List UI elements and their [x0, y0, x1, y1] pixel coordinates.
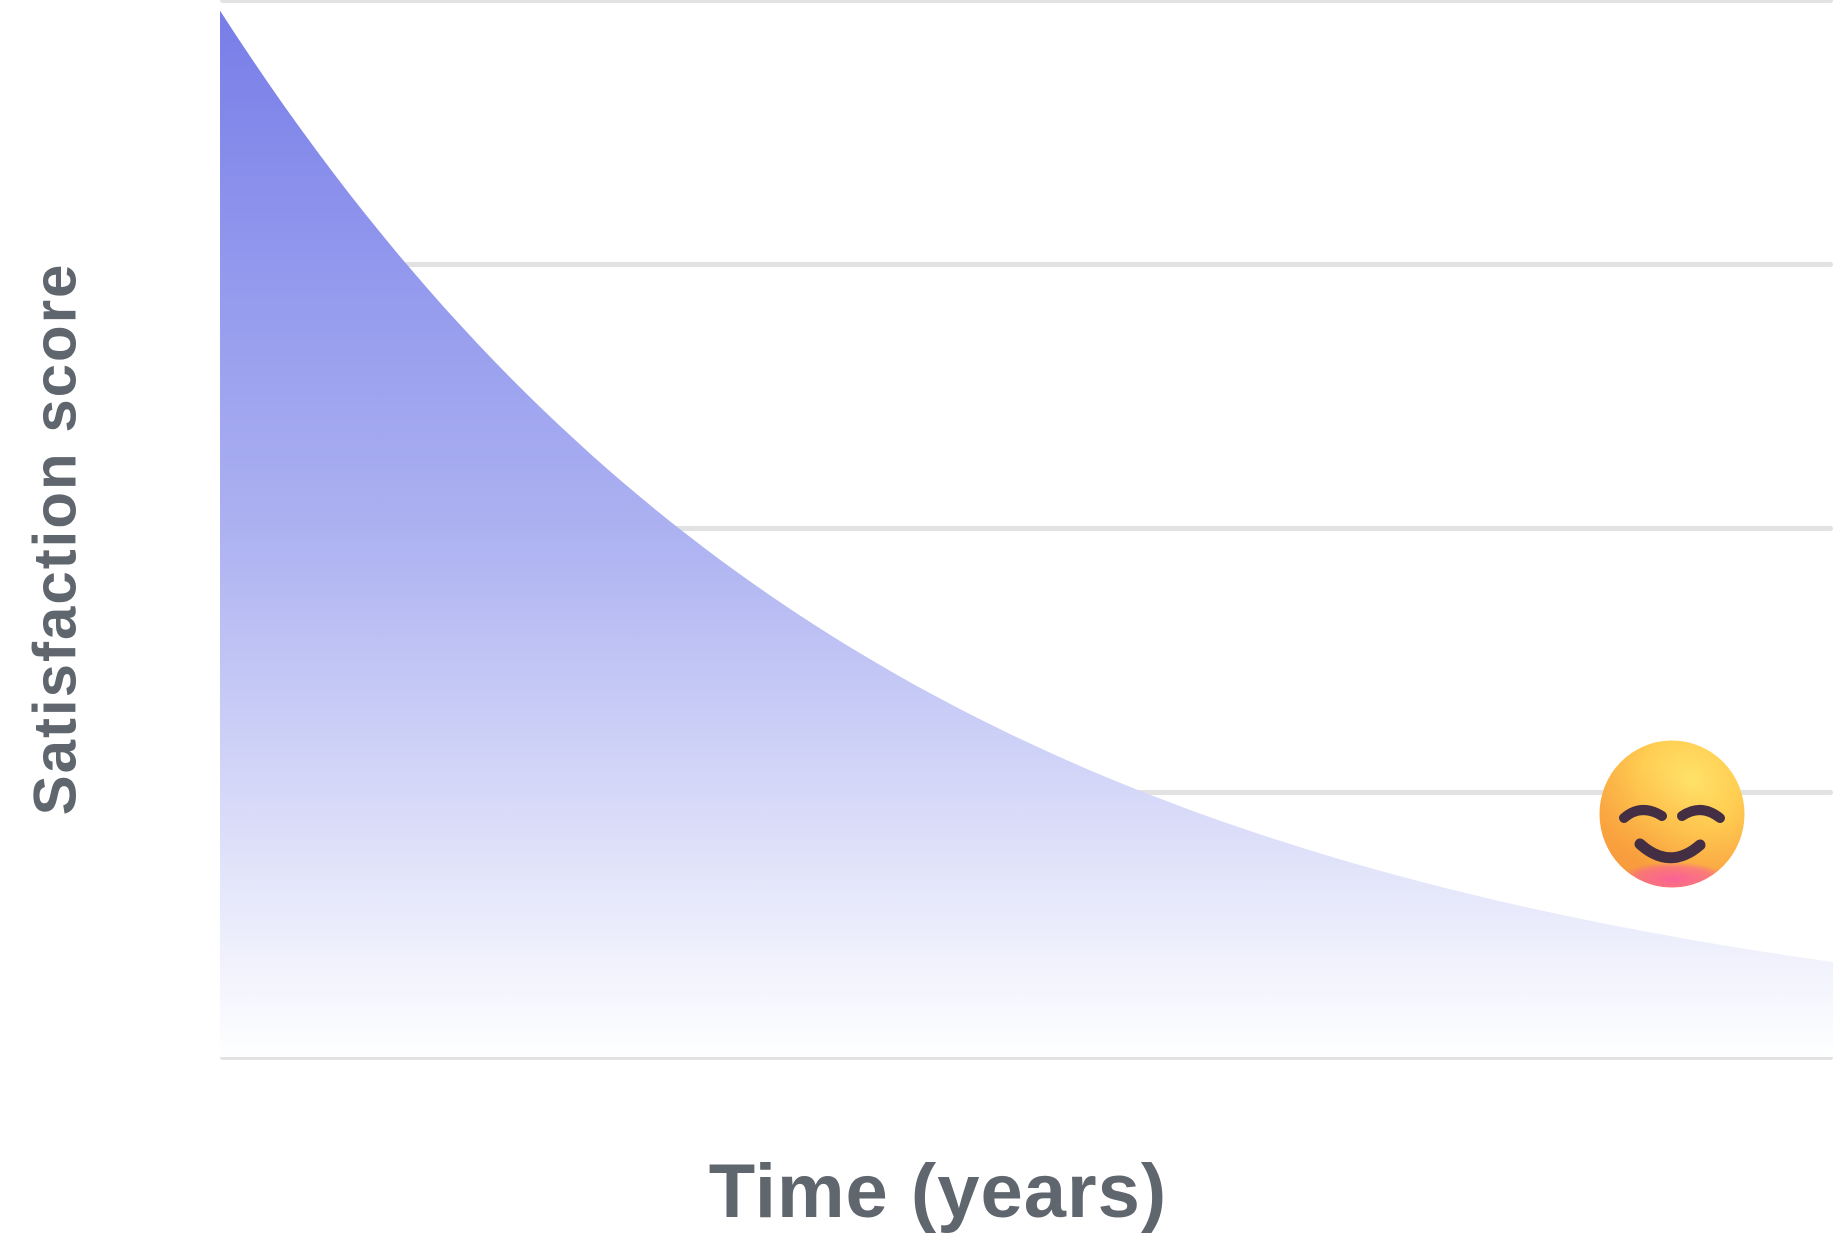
x-axis-label: Time (years)	[708, 1149, 1168, 1234]
disappointed-face-emoji	[1599, 740, 1745, 888]
decay-curve-fill	[220, 10, 1833, 1057]
gridline-y-100	[220, 0, 1833, 3]
emoji-features	[1618, 804, 1725, 864]
left-eye	[1618, 804, 1667, 823]
gridline-y-0	[220, 1054, 1833, 1060]
emoji-face	[1599, 740, 1745, 888]
y-axis-label: Satisfaction score	[21, 262, 89, 816]
satisfaction-area-series	[220, 10, 1833, 1057]
gridline-y-75	[220, 261, 1833, 267]
gridline-y-50	[220, 526, 1833, 531]
right-eye	[1676, 804, 1725, 823]
mouth	[1634, 838, 1706, 864]
plot-area	[220, 0, 1833, 1060]
